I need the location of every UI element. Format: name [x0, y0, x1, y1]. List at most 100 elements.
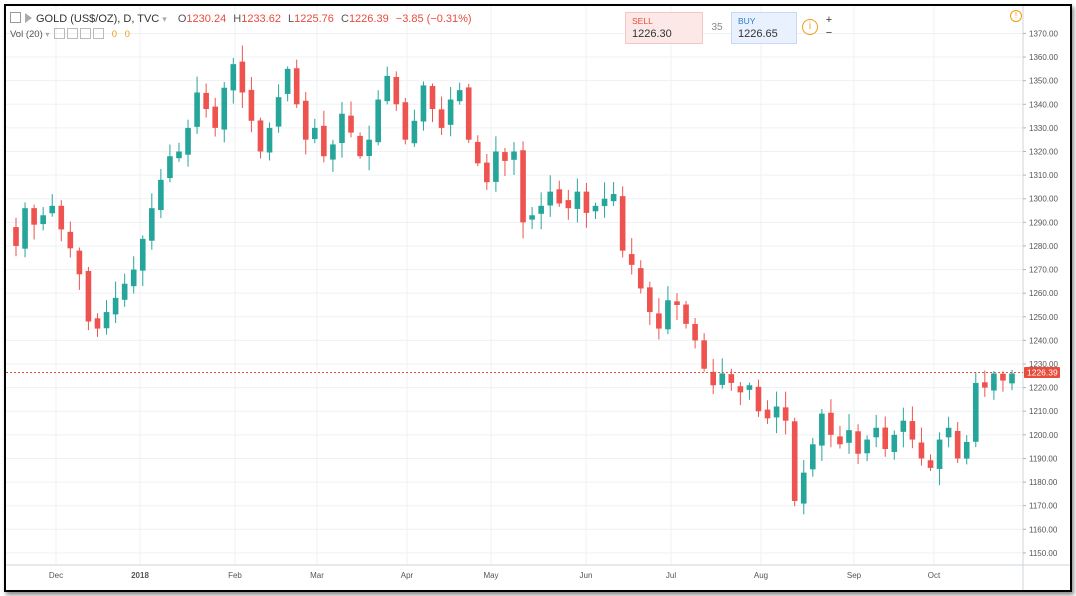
candle-body	[927, 460, 934, 468]
candle-body	[755, 386, 762, 412]
candle-body	[221, 87, 228, 130]
symbol-legend: GOLD (US$/OZ), D, TVC ▾ O1230.24 H1233.62…	[10, 12, 476, 25]
price-tick-label: 1340.00	[1029, 100, 1058, 109]
candle-body	[139, 238, 146, 271]
candle-body	[846, 430, 852, 443]
settings-icon[interactable]	[67, 28, 79, 39]
candle-body	[637, 268, 644, 289]
candle-body	[248, 89, 255, 121]
candle-body	[701, 340, 707, 369]
time-tick-label: May	[483, 571, 498, 580]
candle-body	[1009, 373, 1015, 384]
time-tick-label: Jun	[580, 571, 593, 580]
candle-body	[583, 191, 590, 213]
zoom-in-button[interactable]: +	[825, 14, 833, 26]
candle-body	[991, 373, 997, 391]
candle-body	[556, 189, 563, 204]
candle-body	[420, 85, 427, 122]
high-label: H	[233, 13, 242, 25]
price-tick-label: 1320.00	[1029, 148, 1058, 157]
candle-body	[828, 412, 834, 435]
candle-body	[465, 87, 472, 140]
price-chart[interactable]: 1150.00 1160.00 1170.00 1180.00 1190.00 1200.…	[6, 6, 1070, 590]
candle-body	[882, 427, 889, 450]
zoom-controls: + −	[823, 14, 835, 40]
chevron-down-icon[interactable]: ▾	[45, 30, 50, 39]
price-tick-label: 1160.00	[1029, 525, 1058, 534]
zoom-out-button[interactable]: −	[825, 27, 833, 39]
candle-body	[230, 64, 237, 91]
candle-body	[375, 99, 381, 143]
candle-body	[547, 191, 554, 206]
price-tick-label: 1310.00	[1029, 171, 1058, 180]
candle-body	[819, 413, 825, 446]
candle-body	[284, 68, 291, 94]
candle-body	[112, 297, 119, 315]
candle-body	[185, 127, 191, 155]
candle-body	[737, 386, 744, 393]
candle-body	[574, 191, 581, 209]
time-tick-label: Feb	[228, 571, 242, 580]
candle-body	[855, 431, 861, 454]
high-value: 1233.62	[241, 13, 281, 25]
time-tick-label: Apr	[401, 571, 414, 580]
alert-icon[interactable]: !	[1010, 10, 1022, 22]
price-tick-label: 1270.00	[1029, 266, 1058, 275]
time-tick-label: Jul	[666, 571, 676, 580]
time-tick-label: Dec	[49, 571, 63, 580]
candle-body	[239, 61, 246, 93]
spread-value: 35	[711, 22, 723, 33]
flag-icon[interactable]	[25, 13, 32, 23]
open-value: 1230.24	[186, 13, 227, 25]
candle-body	[266, 127, 273, 153]
candle-body	[257, 120, 264, 152]
candle-body	[429, 85, 436, 110]
candle-body	[782, 407, 789, 421]
more-icon[interactable]	[93, 28, 105, 39]
candle-body	[837, 436, 843, 445]
time-tick-label: 2018	[131, 571, 149, 580]
sell-button[interactable]: SELL 1226.30	[625, 12, 703, 44]
last-price-label: 1226.39	[1027, 368, 1058, 378]
price-tick-label: 1330.00	[1029, 124, 1058, 133]
chevron-down-icon[interactable]: ▾	[162, 14, 167, 24]
candle-body	[13, 227, 19, 246]
candle-body	[67, 231, 74, 249]
candle-body	[683, 304, 689, 324]
candle-body	[411, 120, 418, 144]
candle-body	[918, 442, 925, 459]
time-tick-label: Mar	[310, 571, 324, 580]
close-icon[interactable]	[80, 28, 92, 39]
candle-body	[628, 254, 635, 265]
buy-button[interactable]: BUY 1226.65	[731, 12, 797, 44]
price-tick-label: 1220.00	[1029, 384, 1058, 393]
candle-body	[592, 205, 599, 212]
candle-body	[909, 421, 916, 440]
candle-body	[692, 323, 698, 341]
price-tick-label: 1150.00	[1029, 549, 1058, 558]
candle-body	[728, 374, 735, 383]
candle-body	[565, 200, 572, 209]
eye-icon[interactable]	[54, 28, 66, 39]
candle-body	[158, 179, 164, 211]
candle-body	[529, 215, 535, 220]
time-tick-label: Oct	[928, 571, 941, 580]
candle-body	[384, 75, 391, 102]
price-tick-label: 1230.00	[1029, 360, 1058, 369]
candle-body	[321, 125, 327, 157]
candle-body	[456, 90, 463, 102]
candle-body	[194, 92, 200, 127]
candle-body	[647, 287, 653, 313]
candle-body	[311, 127, 318, 140]
candle-body	[493, 151, 499, 182]
sell-price: 1226.30	[632, 28, 672, 40]
candle-body	[945, 427, 952, 438]
price-tick-label: 1240.00	[1029, 336, 1058, 345]
candle-body	[149, 208, 155, 241]
candle-body	[85, 270, 92, 322]
info-icon[interactable]: i	[802, 19, 818, 35]
candle-body	[49, 205, 56, 214]
candle-body	[864, 439, 870, 454]
collapse-icon[interactable]	[10, 12, 21, 23]
candle-body	[22, 208, 28, 249]
